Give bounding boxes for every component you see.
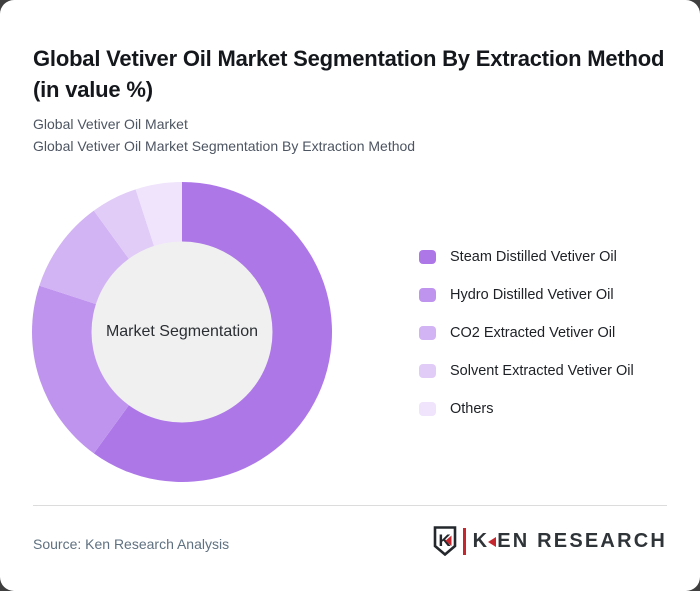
legend-item-others[interactable]: Others <box>419 390 634 428</box>
legend-item-hydro-distilled[interactable]: Hydro Distilled Vetiver Oil <box>419 276 634 314</box>
shield-letter: K <box>439 531 452 550</box>
legend-swatch <box>419 402 436 416</box>
donut-svg[interactable] <box>32 182 332 482</box>
footer-divider <box>33 505 667 506</box>
legend-swatch <box>419 250 436 264</box>
legend-label: CO2 Extracted Vetiver Oil <box>450 325 616 341</box>
shield-red-triangle <box>445 535 452 546</box>
legend-label: Steam Distilled Vetiver Oil <box>450 249 617 265</box>
chart-title: Global Vetiver Oil Market Segmentation B… <box>33 45 665 102</box>
legend-swatch <box>419 364 436 378</box>
legend-label: Hydro Distilled Vetiver Oil <box>450 287 614 303</box>
subtitle-line-2: Global Vetiver Oil Market Segmentation B… <box>33 138 416 154</box>
legend-item-solvent-extracted[interactable]: Solvent Extracted Vetiver Oil <box>419 352 634 390</box>
legend-label: Others <box>450 401 494 417</box>
subtitle-line-1: Global Vetiver Oil Market <box>33 116 188 132</box>
donut-chart[interactable]: Market Segmentation <box>32 182 332 482</box>
legend-label: Solvent Extracted Vetiver Oil <box>450 363 634 379</box>
legend-swatch <box>419 288 436 302</box>
chart-subtitle: Global Vetiver Oil Market Global Vetiver… <box>33 113 415 157</box>
ken-research-logo: K K EN RESEARCH <box>433 526 667 556</box>
logo-red-triangle-icon <box>488 536 497 547</box>
logo-text: K EN RESEARCH <box>473 530 667 553</box>
legend-item-co2-extracted[interactable]: CO2 Extracted Vetiver Oil <box>419 314 634 352</box>
source-note: Source: Ken Research Analysis <box>33 536 230 552</box>
logo-text-k: K <box>472 529 490 552</box>
donut-hole <box>91 241 273 423</box>
legend-item-steam-distilled[interactable]: Steam Distilled Vetiver Oil <box>419 238 634 276</box>
logo-divider-bar <box>463 527 466 555</box>
ken-research-shield-icon: K <box>433 526 457 556</box>
chart-legend: Steam Distilled Vetiver Oil Hydro Distil… <box>419 238 634 428</box>
legend-swatch <box>419 326 436 340</box>
logo-text-rest: EN RESEARCH <box>497 529 667 552</box>
